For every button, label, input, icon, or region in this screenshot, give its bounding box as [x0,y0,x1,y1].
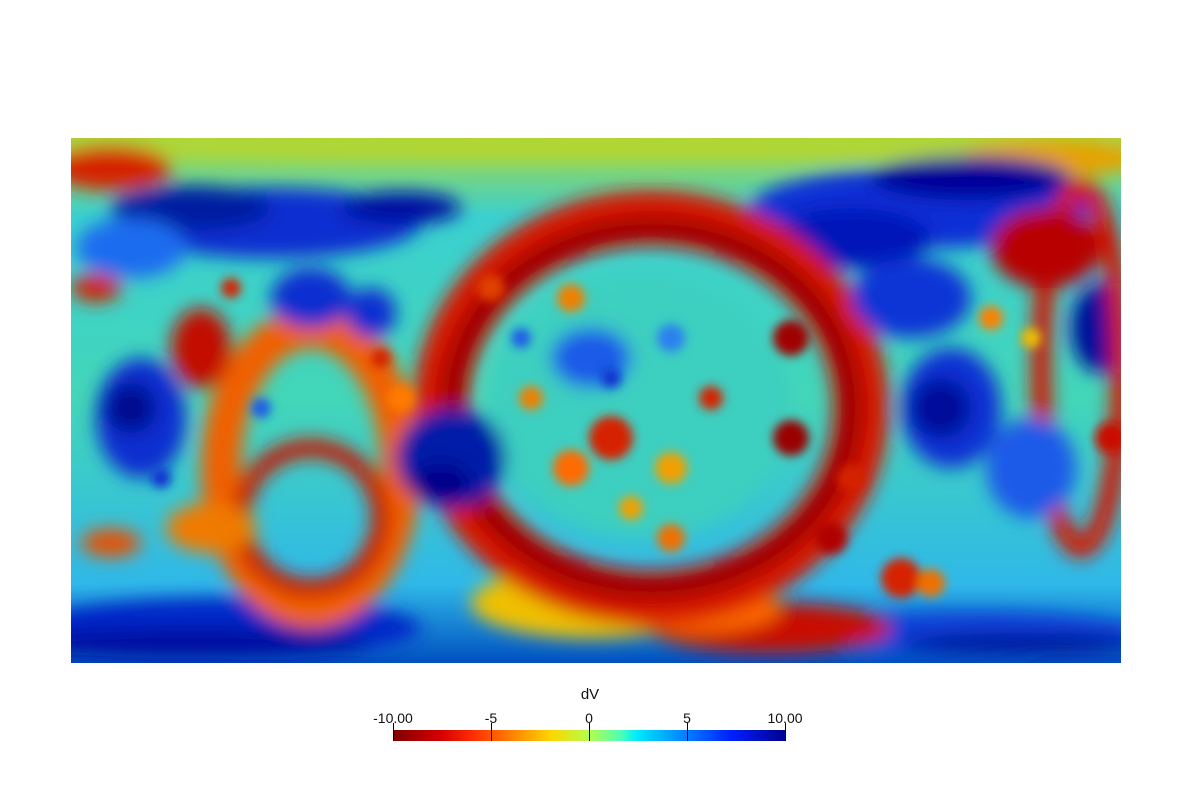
colorbar-tick-label: -5 [484,710,498,726]
colorbar-title: dV [580,686,600,703]
colorbar-tick [393,723,394,741]
map-image [71,138,1121,663]
colorbar-tick [589,723,590,741]
colorbar-tick-label: -10.00 [373,710,413,726]
colorbar-tick-label: 10.00 [767,710,803,726]
colorbar-tick [785,723,786,741]
colorbar-tick-label: 5 [683,710,691,726]
colorbar-tick [687,723,688,741]
colorbar-tick [491,723,492,741]
velocity-anomaly-map[interactable] [71,138,1121,663]
colorbar-legend: dV -10.00 -5 0 5 10.00 [370,686,810,766]
colorbar-tick-label: 0 [585,710,593,726]
